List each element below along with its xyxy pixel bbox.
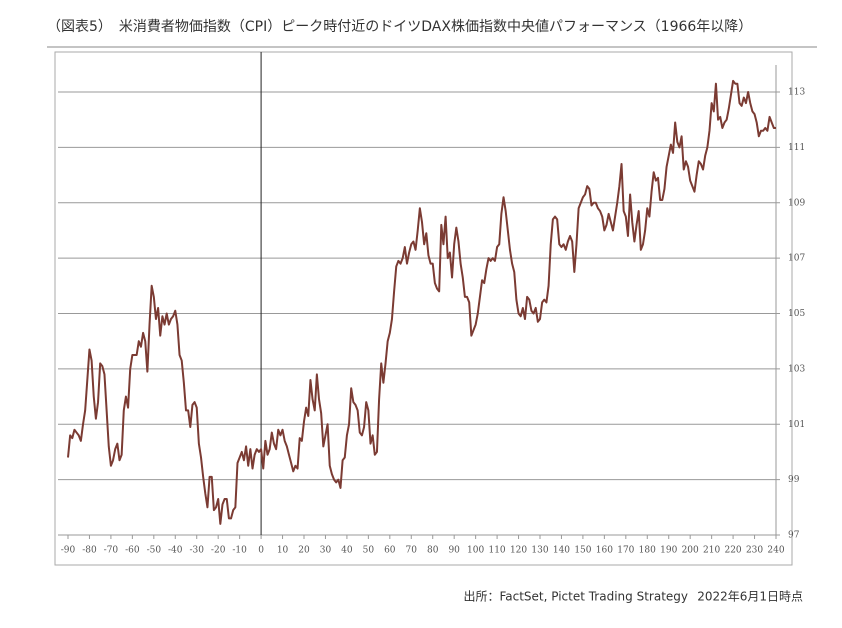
x-tick-label: -30 xyxy=(189,546,204,556)
x-tick-label: 120 xyxy=(510,546,527,556)
y-tick-label: 101 xyxy=(788,420,805,430)
x-tick-label: 50 xyxy=(363,546,375,556)
x-tick-label: 0 xyxy=(258,546,264,556)
x-tick-label: 240 xyxy=(767,546,784,556)
x-tick-label: 190 xyxy=(660,546,677,556)
x-tick-label: 30 xyxy=(320,546,332,556)
x-tick-label: 80 xyxy=(427,546,439,556)
x-tick-label: -40 xyxy=(168,546,183,556)
x-tick-label: -50 xyxy=(147,546,162,556)
x-tick-label: 180 xyxy=(639,546,656,556)
x-tick-label: 110 xyxy=(488,546,505,556)
y-tick-label: 103 xyxy=(788,364,805,374)
x-tick-label: 90 xyxy=(448,546,460,556)
x-tick-label: 60 xyxy=(384,546,396,556)
x-tick-label: -90 xyxy=(61,546,76,556)
x-tick-label: -20 xyxy=(211,546,226,556)
x-tick-label: 20 xyxy=(298,546,310,556)
plot-frame xyxy=(54,51,793,566)
x-tick-label: 220 xyxy=(724,546,741,556)
chart-title: （図表5） 米消費者物価指数（CPI）ピーク時付近のドイツDAX株価指数中央値パ… xyxy=(47,19,752,35)
x-tick-label: 100 xyxy=(467,546,484,556)
x-tick-label: 140 xyxy=(553,546,570,556)
y-tick-label: 97 xyxy=(788,531,800,541)
x-tick-label: -80 xyxy=(82,546,97,556)
x-tick-label: 150 xyxy=(574,546,591,556)
x-tick-label: 160 xyxy=(596,546,613,556)
x-tick-label: 210 xyxy=(703,546,720,556)
x-tick-label: 10 xyxy=(277,546,289,556)
y-tick-label: 113 xyxy=(788,88,805,98)
x-tick-label: 40 xyxy=(341,546,353,556)
x-tick-label: -60 xyxy=(125,546,140,556)
y-tick-label: 111 xyxy=(788,143,805,153)
x-tick-label: -10 xyxy=(232,546,247,556)
x-tick-label: 70 xyxy=(406,546,418,556)
y-tick-label: 109 xyxy=(788,198,805,208)
date-note: 2022年6月1日時点 xyxy=(697,590,803,604)
y-tick-label: 105 xyxy=(788,309,805,319)
x-tick-label: 130 xyxy=(531,546,548,556)
y-tick-label: 99 xyxy=(788,475,800,485)
source-note: 出所：FactSet, Pictet Trading Strategy xyxy=(463,590,688,604)
data-line xyxy=(67,79,776,525)
y-tick-label: 107 xyxy=(788,254,805,264)
x-tick-label: 200 xyxy=(682,546,699,556)
x-tick-label: 230 xyxy=(746,546,763,556)
x-tick-label: -70 xyxy=(104,546,119,556)
x-tick-label: 170 xyxy=(617,546,634,556)
